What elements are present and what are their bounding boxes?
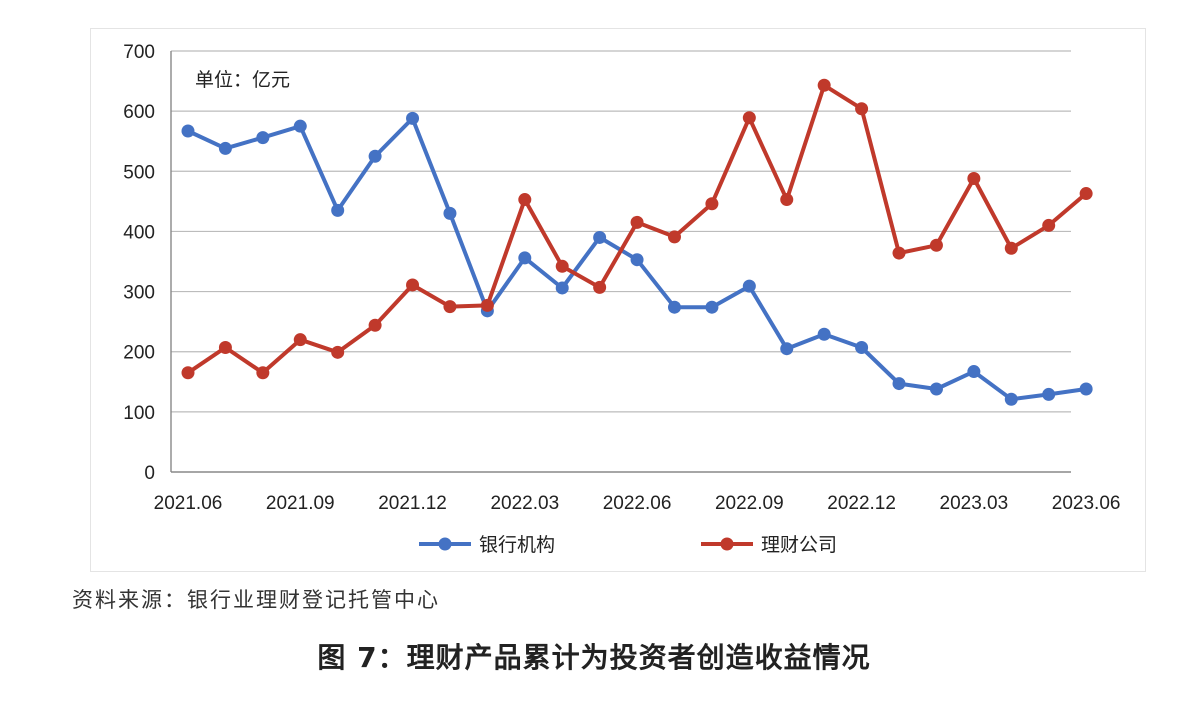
data-point bbox=[630, 253, 644, 267]
x-tick-label: 2022.12 bbox=[827, 493, 896, 514]
data-point bbox=[555, 259, 569, 273]
data-point bbox=[1004, 241, 1018, 255]
data-point bbox=[293, 119, 307, 133]
legend-label: 银行机构 bbox=[479, 534, 555, 556]
data-point bbox=[742, 111, 756, 125]
data-point bbox=[406, 111, 420, 125]
legend: 银行机构 理财公司 bbox=[419, 534, 837, 556]
data-point bbox=[181, 124, 195, 138]
y-tick-label: 0 bbox=[144, 463, 155, 484]
data-point bbox=[967, 172, 981, 186]
data-point bbox=[667, 230, 681, 244]
data-point bbox=[593, 230, 607, 244]
data-point bbox=[705, 300, 719, 314]
y-tick-label: 200 bbox=[123, 343, 155, 364]
data-point bbox=[555, 281, 569, 295]
x-tick-label: 2021.12 bbox=[378, 493, 447, 514]
data-point bbox=[293, 333, 307, 347]
source-note: 资料来源：银行业理财登记托管中心 bbox=[72, 588, 440, 612]
data-point bbox=[780, 342, 794, 356]
y-tick-label: 500 bbox=[123, 162, 155, 183]
series-line bbox=[186, 83, 1089, 375]
data-point bbox=[817, 327, 831, 341]
x-tick-label: 2022.03 bbox=[490, 493, 559, 514]
data-point bbox=[1079, 187, 1093, 201]
data-point bbox=[817, 78, 831, 92]
figure-caption: 图 7：理财产品累计为投资者创造收益情况 bbox=[317, 641, 871, 674]
data-point bbox=[368, 318, 382, 332]
data-point bbox=[630, 215, 644, 229]
y-tick-label: 700 bbox=[123, 42, 155, 63]
data-point bbox=[892, 377, 906, 391]
data-point bbox=[929, 238, 943, 252]
data-point bbox=[218, 341, 232, 355]
x-tick-label: 2023.06 bbox=[1052, 493, 1121, 514]
data-point bbox=[780, 193, 794, 207]
data-point bbox=[705, 197, 719, 211]
data-point bbox=[181, 366, 195, 380]
data-point bbox=[218, 141, 232, 155]
data-point bbox=[742, 279, 756, 293]
data-point bbox=[331, 345, 345, 359]
legend-marker bbox=[438, 537, 452, 551]
legend-marker bbox=[720, 537, 734, 551]
x-tick-label: 2022.09 bbox=[715, 493, 784, 514]
series-lines bbox=[181, 78, 1093, 406]
data-point bbox=[892, 246, 906, 260]
data-point bbox=[667, 300, 681, 314]
data-point bbox=[406, 278, 420, 292]
x-tick-label: 2021.09 bbox=[266, 493, 335, 514]
legend-label: 理财公司 bbox=[761, 534, 837, 556]
legend-item-2: 理财公司 bbox=[701, 534, 837, 556]
chart-frame: 0 100 200 300 400 500 600 700 2021.06 2021.09 202… bbox=[90, 28, 1146, 572]
x-axis-ticks: 2021.06 2021.09 2021.12 2022.03 2022.06 2022.… bbox=[154, 493, 1121, 514]
data-point bbox=[855, 341, 869, 355]
x-tick-label: 2023.03 bbox=[940, 493, 1009, 514]
data-point bbox=[443, 206, 457, 220]
data-point bbox=[855, 102, 869, 116]
data-point bbox=[1042, 218, 1056, 232]
data-point bbox=[256, 366, 270, 380]
y-tick-label: 100 bbox=[123, 403, 155, 424]
grid-lines bbox=[170, 50, 1071, 473]
data-point bbox=[929, 382, 943, 396]
data-point bbox=[1042, 387, 1056, 401]
y-tick-label: 400 bbox=[123, 222, 155, 243]
data-point bbox=[1079, 382, 1093, 396]
series-2 bbox=[181, 78, 1093, 380]
data-point bbox=[518, 251, 532, 265]
data-point bbox=[480, 298, 494, 312]
data-point bbox=[967, 365, 981, 379]
data-point bbox=[593, 280, 607, 294]
legend-item-1: 银行机构 bbox=[419, 534, 555, 556]
y-axis-ticks: 0 100 200 300 400 500 600 700 bbox=[123, 42, 155, 484]
x-tick-label: 2022.06 bbox=[603, 493, 672, 514]
data-point bbox=[256, 131, 270, 145]
unit-label: 单位：亿元 bbox=[195, 69, 290, 91]
data-point bbox=[331, 203, 345, 217]
series-1 bbox=[181, 111, 1093, 406]
y-tick-label: 600 bbox=[123, 102, 155, 123]
data-point bbox=[443, 300, 457, 314]
data-point bbox=[518, 193, 532, 207]
data-point bbox=[1004, 392, 1018, 406]
data-point bbox=[368, 149, 382, 163]
x-tick-label: 2021.06 bbox=[154, 493, 223, 514]
y-tick-label: 300 bbox=[123, 283, 155, 304]
